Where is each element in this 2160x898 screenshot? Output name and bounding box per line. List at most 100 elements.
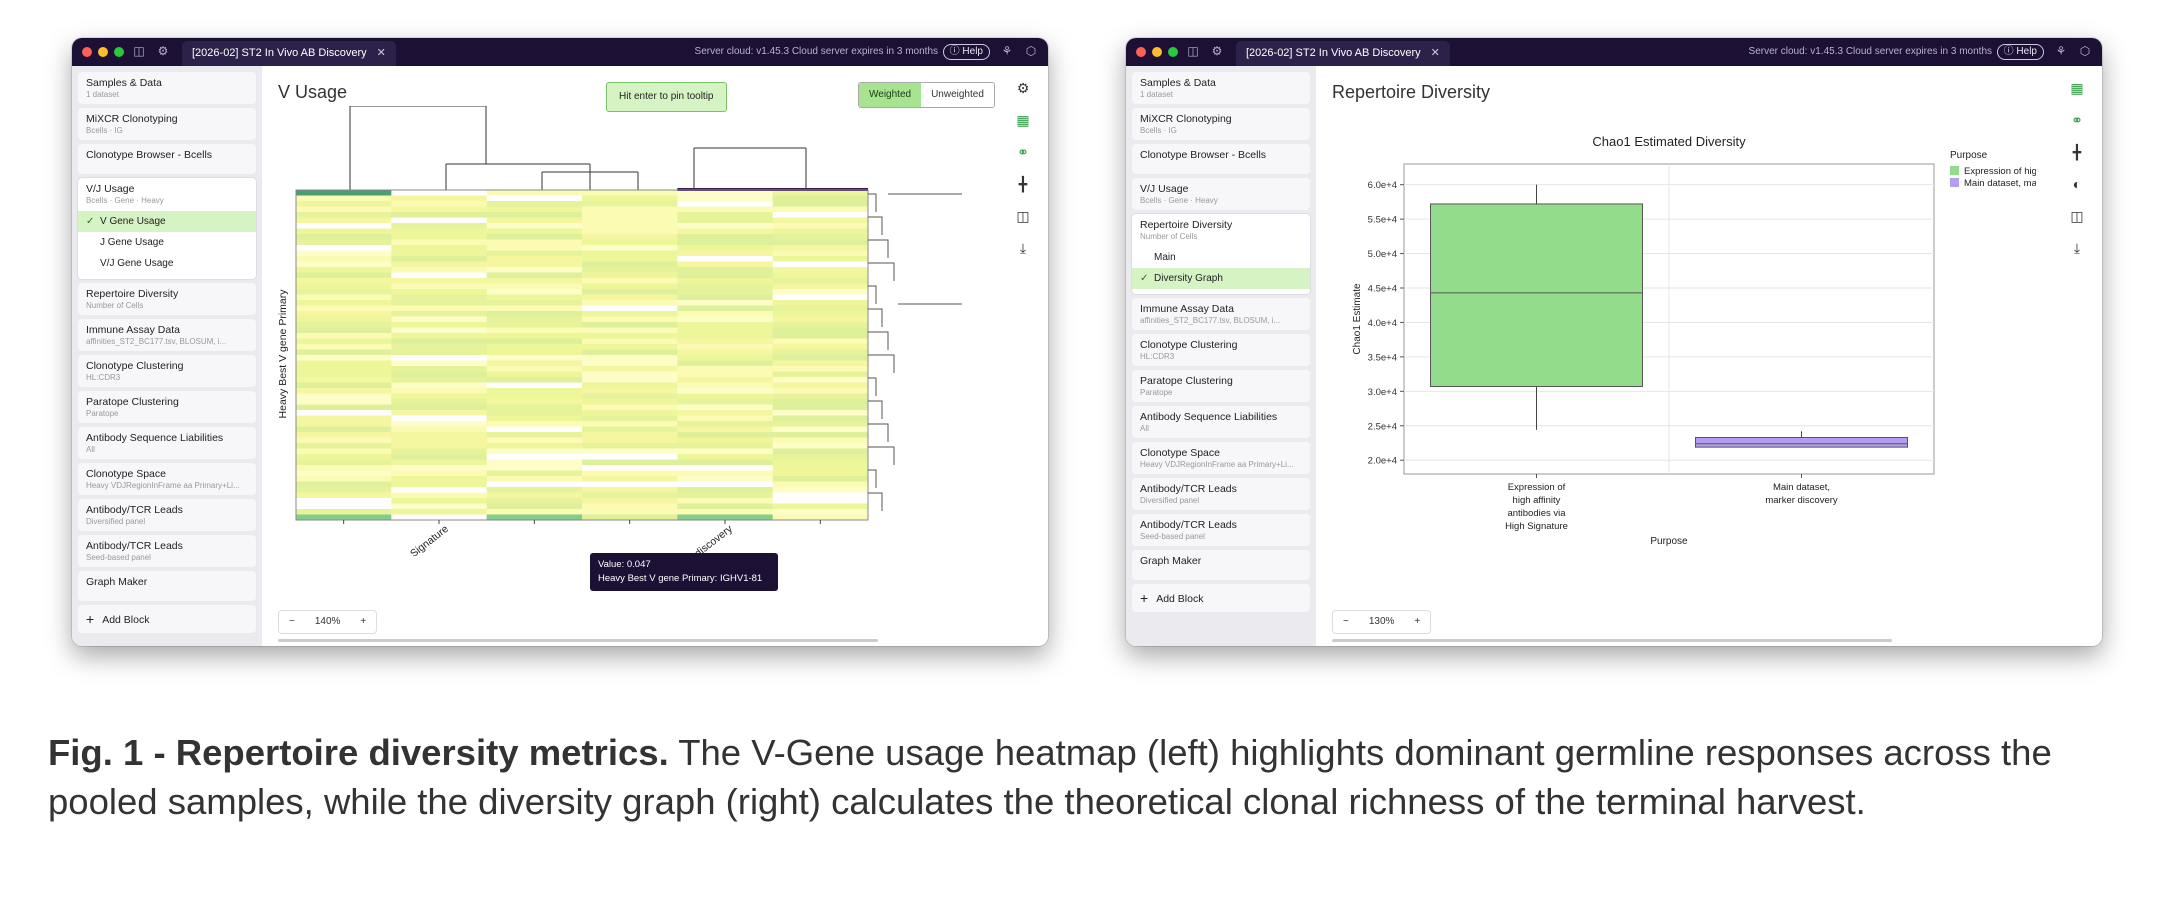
sidebar-block[interactable]: Antibody/TCR Leads Seed-based panel bbox=[78, 535, 256, 567]
heatmap-cell[interactable] bbox=[582, 492, 678, 499]
help-button[interactable]: ⓘ Help bbox=[942, 44, 990, 60]
heatmap-cell[interactable] bbox=[582, 443, 678, 449]
sidebar-subitem[interactable]: Main bbox=[1154, 252, 1176, 263]
gear-icon[interactable]: ⚙ bbox=[1016, 80, 1030, 96]
heatmap-cell[interactable] bbox=[486, 355, 583, 361]
heatmap-cell[interactable] bbox=[772, 217, 869, 224]
heatmap-cell[interactable] bbox=[772, 212, 869, 218]
heatmap-cell[interactable] bbox=[582, 360, 678, 367]
heatmap-cell[interactable] bbox=[486, 300, 583, 306]
heatmap-cell[interactable] bbox=[296, 388, 392, 394]
heatmap-cell[interactable] bbox=[772, 481, 869, 488]
heatmap-cell[interactable] bbox=[486, 481, 583, 488]
heatmap-cell[interactable] bbox=[486, 206, 583, 213]
heatmap-cell[interactable] bbox=[677, 250, 774, 257]
axes-icon[interactable]: ╋ bbox=[2072, 144, 2082, 160]
heatmap-cell[interactable] bbox=[296, 443, 392, 449]
heatmap-cell[interactable] bbox=[486, 217, 583, 224]
heatmap-cell[interactable] bbox=[582, 223, 678, 229]
heatmap-cell[interactable] bbox=[677, 201, 774, 207]
heatmap-cell[interactable] bbox=[486, 393, 583, 400]
heatmap-cell[interactable] bbox=[677, 355, 774, 361]
heatmap-cell[interactable] bbox=[582, 250, 678, 257]
heatmap-cell[interactable] bbox=[772, 514, 869, 521]
heatmap-cell[interactable] bbox=[391, 283, 488, 290]
heatmap-cell[interactable] bbox=[677, 305, 774, 312]
heatmap-cell[interactable] bbox=[772, 492, 869, 499]
heatmap-cell[interactable] bbox=[677, 388, 774, 394]
heatmap-cell[interactable] bbox=[677, 393, 774, 400]
sidebar-subitem[interactable]: Diversity Graph bbox=[1132, 268, 1310, 289]
heatmap-cell[interactable] bbox=[486, 388, 583, 394]
vgene-heatmap[interactable]: Heavy Best V gene Primary ...via High Sig… bbox=[262, 106, 962, 556]
heatmap-cell[interactable] bbox=[296, 371, 392, 378]
heatmap-cell[interactable] bbox=[391, 492, 488, 499]
heatmap-cell[interactable] bbox=[391, 377, 488, 383]
heatmap-cell[interactable] bbox=[772, 404, 869, 411]
heatmap-cell[interactable] bbox=[582, 245, 678, 251]
heatmap-cell[interactable] bbox=[677, 448, 774, 455]
heatmap-cell[interactable] bbox=[486, 426, 583, 433]
heatmap-cell[interactable] bbox=[582, 509, 678, 515]
heatmap-cell[interactable] bbox=[486, 201, 583, 207]
heatmap-cell[interactable] bbox=[296, 239, 392, 246]
heatmap-cell[interactable] bbox=[772, 448, 869, 455]
heatmap-cell[interactable] bbox=[486, 459, 583, 466]
heatmap-cell[interactable] bbox=[391, 432, 488, 438]
heatmap-cell[interactable] bbox=[772, 206, 869, 213]
help-button[interactable]: ⓘ Help bbox=[1996, 44, 2044, 60]
heatmap-cell[interactable] bbox=[677, 492, 774, 499]
heatmap-cell[interactable] bbox=[296, 465, 392, 471]
sidebar-block[interactable]: Samples & Data 1 dataset bbox=[1132, 72, 1310, 104]
chao1-boxplot[interactable]: Chao1 Estimated Diversity 2.0e+4 2.5e+4 3.0… bbox=[1316, 106, 2036, 586]
heatmap-cell[interactable] bbox=[772, 366, 869, 372]
heatmap-cell[interactable] bbox=[486, 404, 583, 411]
heatmap-cell[interactable] bbox=[677, 476, 774, 482]
heatmap-cell[interactable] bbox=[582, 228, 678, 235]
heatmap-cell[interactable] bbox=[582, 217, 678, 224]
heatmap-cell[interactable] bbox=[677, 470, 774, 477]
heatmap-cell[interactable] bbox=[486, 305, 583, 312]
zoom-out-button[interactable]: − bbox=[1343, 616, 1349, 627]
heatmap-cell[interactable] bbox=[582, 355, 678, 361]
heatmap-cell[interactable] bbox=[486, 476, 583, 482]
heatmap-cell[interactable] bbox=[391, 195, 488, 202]
link-icon[interactable]: ⚭ bbox=[2071, 112, 2083, 128]
settings-icon[interactable]: ⚙ bbox=[1211, 44, 1223, 58]
zoom-out-button[interactable]: − bbox=[289, 616, 295, 627]
heatmap-cell[interactable] bbox=[677, 289, 774, 295]
heatmap-cell[interactable] bbox=[391, 333, 488, 339]
heatmap-cell[interactable] bbox=[296, 234, 392, 240]
heatmap-cell[interactable] bbox=[296, 503, 392, 510]
heatmap-cell[interactable] bbox=[486, 454, 583, 460]
heatmap-cell[interactable] bbox=[296, 195, 392, 202]
heatmap-cell[interactable] bbox=[582, 256, 678, 262]
heatmap-cell[interactable] bbox=[772, 256, 869, 262]
heatmap-cell[interactable] bbox=[772, 294, 869, 301]
heatmap-cell[interactable] bbox=[582, 476, 678, 482]
zoom-in-button[interactable]: + bbox=[360, 616, 367, 627]
sidebar-block[interactable]: Clonotype Browser - Bcells bbox=[1132, 144, 1310, 174]
heatmap-cell[interactable] bbox=[391, 481, 488, 488]
heatmap-cell[interactable] bbox=[677, 366, 774, 372]
heatmap-cell[interactable] bbox=[391, 344, 488, 350]
heatmap-cell[interactable] bbox=[391, 223, 488, 229]
heatmap-cell[interactable] bbox=[391, 426, 488, 433]
project-tab[interactable]: [2026-02] ST2 In Vivo AB Discovery ✕ bbox=[1236, 41, 1450, 66]
heatmap-cell[interactable] bbox=[677, 481, 774, 488]
heatmap-cell[interactable] bbox=[486, 327, 583, 334]
heatmap-cell[interactable] bbox=[486, 190, 583, 196]
heatmap-cell[interactable] bbox=[677, 514, 774, 521]
heatmap-cell[interactable] bbox=[582, 294, 678, 301]
heatmap-cell[interactable] bbox=[582, 426, 678, 433]
close-tab-icon[interactable]: ✕ bbox=[1430, 47, 1440, 59]
heatmap-cell[interactable] bbox=[296, 476, 392, 482]
heatmap-cell[interactable] bbox=[582, 448, 678, 455]
heatmap-cell[interactable] bbox=[296, 256, 392, 262]
heatmap-cell[interactable] bbox=[296, 289, 392, 295]
heatmap-cell[interactable] bbox=[391, 300, 488, 306]
heatmap-cell[interactable] bbox=[391, 349, 488, 356]
heatmap-cell[interactable] bbox=[296, 344, 392, 350]
heatmap-cell[interactable] bbox=[391, 421, 488, 427]
